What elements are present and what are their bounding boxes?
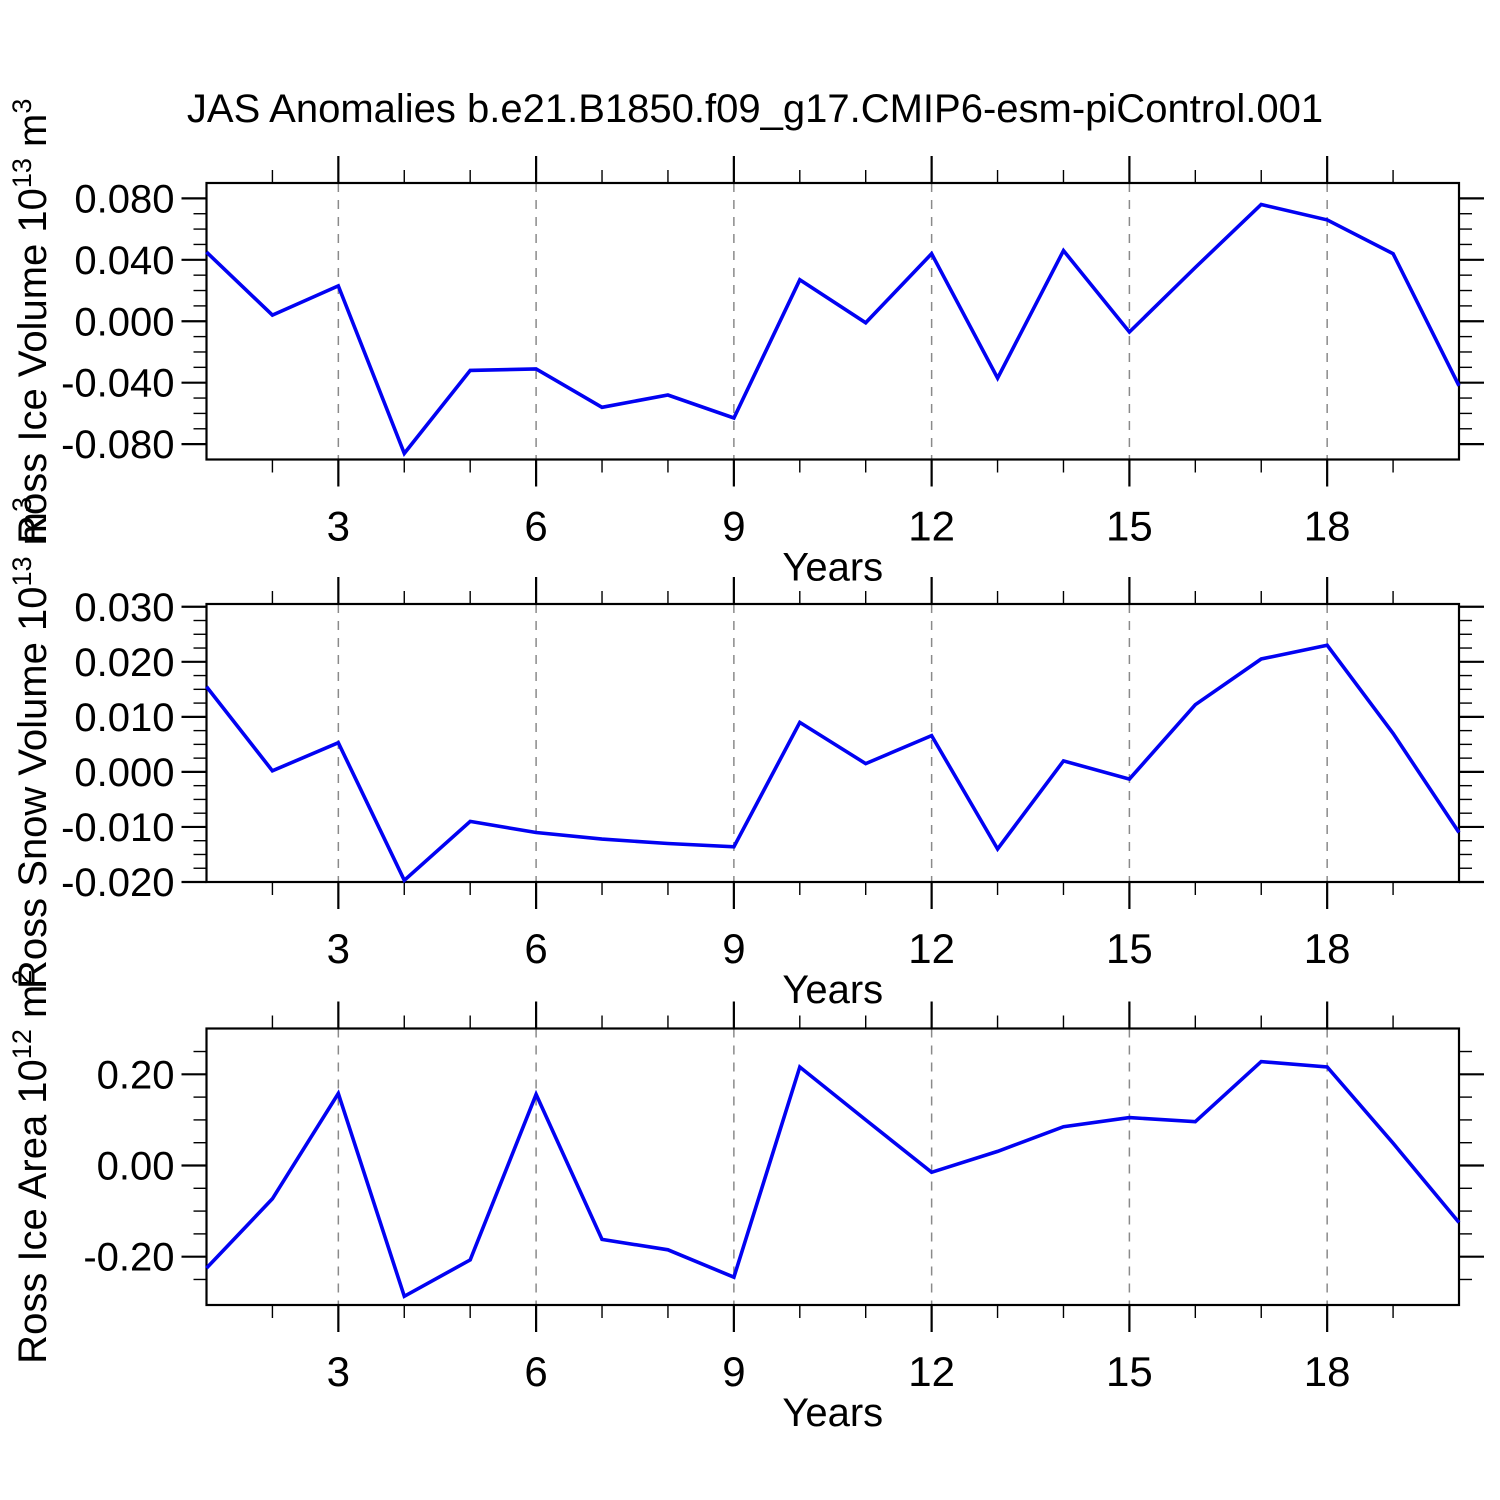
y-tick-label: -0.040 — [61, 362, 174, 406]
plot-border — [205, 1027, 1461, 1307]
y-tick-label: -0.010 — [61, 806, 174, 850]
y-axis-label: Ross Snow Volume 1013 m3 — [7, 497, 55, 989]
data-line — [205, 643, 1461, 884]
plot-border — [205, 602, 1461, 884]
y-tick-label: 0.000 — [74, 751, 174, 795]
y-tick-label: 0.20 — [97, 1053, 175, 1097]
y-tick-label: -0.020 — [61, 861, 174, 905]
y-tick-label: 0.030 — [74, 586, 174, 630]
x-tick-label: 6 — [524, 503, 547, 550]
chart-panel-ross-ice-volume: 0.080 0.040 0.000 -0.040 -0.080 3 6 9 12 15 18 Year… — [7, 99, 1484, 590]
chart-panel-ross-ice-area: 0.20 0.00 -0.20 3 6 9 12 15 18 Years Ross Ice Area… — [7, 970, 1484, 1435]
x-tick-label: 9 — [722, 1348, 745, 1395]
x-tick-label: 15 — [1106, 925, 1153, 972]
x-tick-label: 3 — [327, 1348, 350, 1395]
y-tick-label: 0.020 — [74, 641, 174, 685]
y-axis-label: Ross Ice Area 1012 m2 — [7, 970, 55, 1364]
data-line — [205, 1059, 1461, 1299]
y-tick-label: 0.000 — [74, 300, 174, 344]
x-tick-label: 18 — [1304, 1348, 1351, 1395]
y-tick-label: -0.080 — [61, 423, 174, 467]
chart-title: JAS Anomalies b.e21.B1850.f09_g17.CMIP6-… — [187, 87, 1323, 131]
x-tick-label: 12 — [908, 503, 955, 550]
chart-panel-ross-snow-volume: 0.030 0.020 0.010 0.000 -0.010 -0.020 3 6 9 12 15 1… — [7, 497, 1484, 1012]
y-tick-label: 0.080 — [74, 177, 174, 221]
x-tick-label: 6 — [524, 925, 547, 972]
x-tick-label: 12 — [908, 1348, 955, 1395]
y-tick-label: 0.00 — [97, 1144, 175, 1188]
x-tick-label: 3 — [327, 925, 350, 972]
y-axis-label: Ross Ice Volume 1013 m3 — [7, 99, 55, 544]
x-tick-label: 9 — [722, 503, 745, 550]
y-tick-label: 0.010 — [74, 696, 174, 740]
x-tick-label: 18 — [1304, 925, 1351, 972]
x-tick-label: 12 — [908, 925, 955, 972]
y-tick-label: 0.040 — [74, 239, 174, 283]
y-tick-label: -0.20 — [83, 1236, 174, 1280]
x-axis-label: Years — [782, 968, 883, 1012]
x-tick-label: 3 — [327, 503, 350, 550]
x-axis-label: Years — [782, 546, 883, 590]
x-tick-label: 9 — [722, 925, 745, 972]
x-tick-label: 15 — [1106, 503, 1153, 550]
data-line — [205, 202, 1461, 457]
x-tick-label: 18 — [1304, 503, 1351, 550]
x-axis-label: Years — [782, 1391, 883, 1435]
plot-border — [205, 181, 1461, 461]
x-tick-label: 6 — [524, 1348, 547, 1395]
x-tick-label: 15 — [1106, 1348, 1153, 1395]
